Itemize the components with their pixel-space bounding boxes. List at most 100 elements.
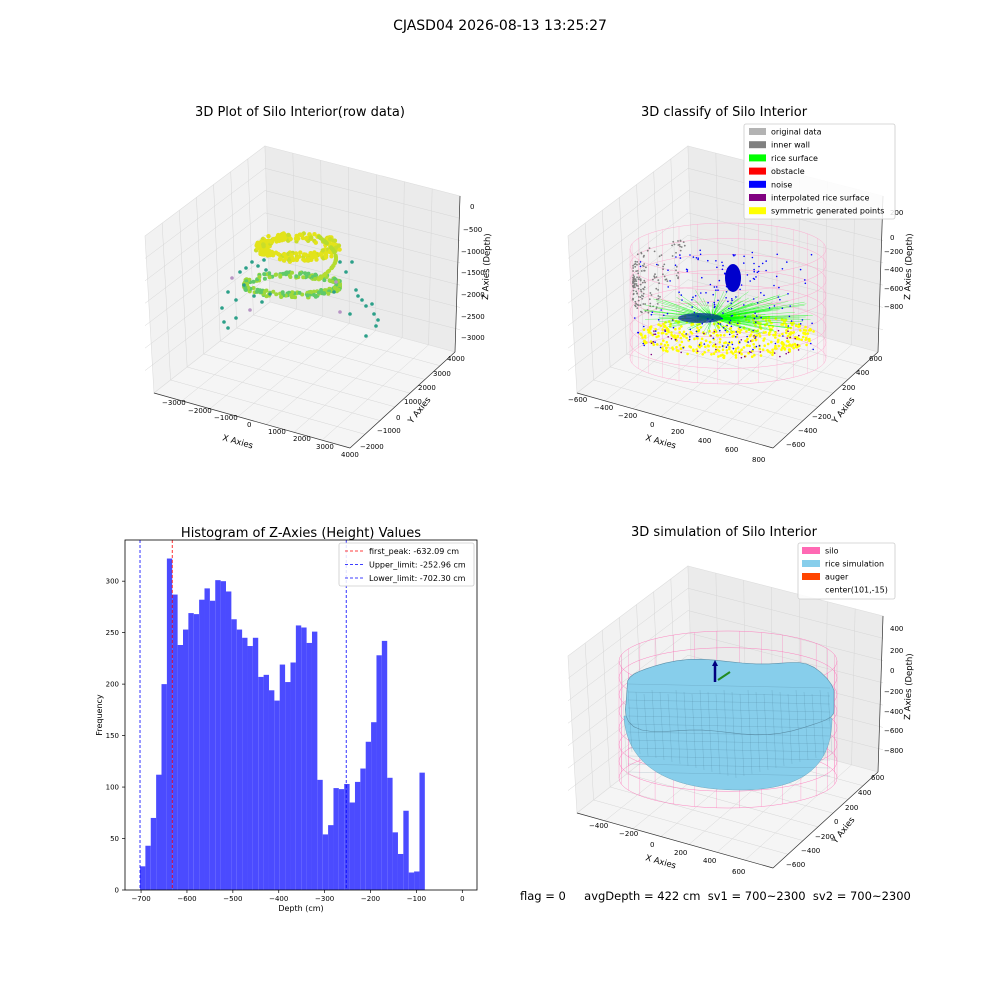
simulation-z-tick: −400: [884, 708, 903, 716]
symmetric-point: [753, 346, 756, 349]
gridline: [626, 773, 819, 828]
noise-point: [781, 268, 784, 270]
gridline: [265, 330, 376, 425]
symmetric-point: [797, 325, 800, 329]
classify-y-tick: 200: [842, 384, 855, 392]
noise-point: [787, 293, 789, 295]
simulation-x-tick: 0: [650, 841, 654, 849]
inner-wall-point: [632, 274, 635, 276]
raw-z-axis-line: [454, 195, 461, 353]
raw-gridlines: [144, 153, 461, 441]
noise-point: [755, 321, 757, 324]
symmetric-point: [678, 331, 681, 334]
raw-point: [244, 266, 248, 270]
mesh-line: [747, 689, 753, 775]
histogram-bar: [177, 645, 183, 890]
histogram-bar: [231, 619, 237, 890]
noise-point: [786, 261, 788, 263]
symmetric-point: [716, 334, 720, 337]
symmetric-point: [696, 326, 699, 330]
gridline: [253, 314, 441, 366]
symmetric-point: [640, 333, 643, 337]
simulation-legend-box: [797, 542, 896, 600]
raw-point: [266, 234, 271, 239]
symmetric-point: [673, 334, 676, 337]
histogram-bars: [140, 558, 425, 890]
inner-wall-point: [634, 265, 637, 268]
raw-point: [252, 294, 256, 298]
raw-point: [312, 232, 317, 237]
interpolated-point: [759, 351, 762, 353]
x-tick-label: 0: [460, 895, 464, 903]
raw-point: [294, 256, 300, 261]
classify-point-cloud: [632, 239, 815, 360]
histogram-bar: [140, 866, 146, 890]
interpolated-point: [664, 329, 666, 331]
gridline: [687, 234, 884, 286]
inner-wall-point: [672, 240, 675, 243]
gridline: [144, 257, 266, 349]
symmetric-point: [723, 341, 726, 345]
symmetric-point: [696, 337, 699, 340]
gridline: [602, 630, 611, 788]
raw-point: [262, 272, 267, 277]
raw-point: [344, 270, 348, 274]
classify-x-tick: 400: [698, 437, 711, 445]
histogram-bar: [150, 817, 157, 890]
rice-surface-point: [711, 317, 811, 320]
gridline: [220, 340, 411, 394]
gridline: [626, 353, 819, 408]
gridline: [687, 632, 884, 684]
symmetric-point: [665, 341, 669, 344]
noise-point: [753, 268, 755, 271]
mesh-line: [627, 739, 831, 745]
raw-point: [267, 275, 272, 280]
noise-point: [746, 335, 748, 338]
raw-x-tick: 0: [247, 421, 251, 429]
interpolated-point: [785, 352, 787, 355]
y-tick-label: 0: [115, 887, 119, 895]
inner-wall-point: [636, 292, 639, 295]
raw-y-axis-line: [349, 351, 456, 449]
symmetric-point: [780, 318, 784, 321]
noise-point: [760, 292, 762, 294]
gridline: [636, 184, 644, 342]
symmetric-point: [785, 344, 788, 348]
symmetric-point: [663, 343, 667, 347]
inner-wall-point: [663, 263, 666, 266]
noise-point: [726, 324, 728, 327]
inner-wall-point: [660, 254, 663, 256]
raw-x-tick: 3000: [316, 443, 334, 451]
mesh-line: [627, 689, 633, 753]
simulation-x-tick: −400: [589, 822, 608, 830]
classify-legend: original data inner wall rice surface obsta…: [743, 123, 896, 220]
symmetric-point: [665, 346, 668, 350]
interpolated-point: [653, 333, 655, 336]
symmetric-point: [680, 325, 683, 328]
noise-cluster: [725, 264, 741, 292]
noise-point: [755, 336, 757, 338]
symmetric-point: [657, 334, 660, 338]
inner-wall-point: [636, 261, 639, 263]
noise-point: [775, 275, 778, 278]
symmetric-point: [739, 328, 743, 332]
inner-wall-point: [637, 299, 640, 302]
noise-point: [707, 301, 709, 304]
classify-x-tick: −200: [618, 412, 637, 420]
symmetric-point: [670, 331, 673, 334]
symmetric-point: [770, 340, 773, 344]
inner-wall-point: [679, 240, 682, 242]
legend-swatch: [749, 180, 766, 188]
raw-point: [298, 271, 302, 276]
noise-point: [804, 279, 806, 281]
inner-wall-point: [637, 278, 640, 280]
histogram-reference-lines: [139, 540, 347, 890]
x-tick-label: −200: [361, 895, 380, 903]
symmetric-point: [792, 321, 795, 325]
gridline: [567, 234, 689, 326]
raw-point: [322, 288, 327, 293]
symmetric-point: [686, 352, 689, 356]
symmetric-point: [753, 353, 756, 357]
rice-surface-point: [711, 291, 725, 319]
noise-point: [729, 319, 732, 322]
